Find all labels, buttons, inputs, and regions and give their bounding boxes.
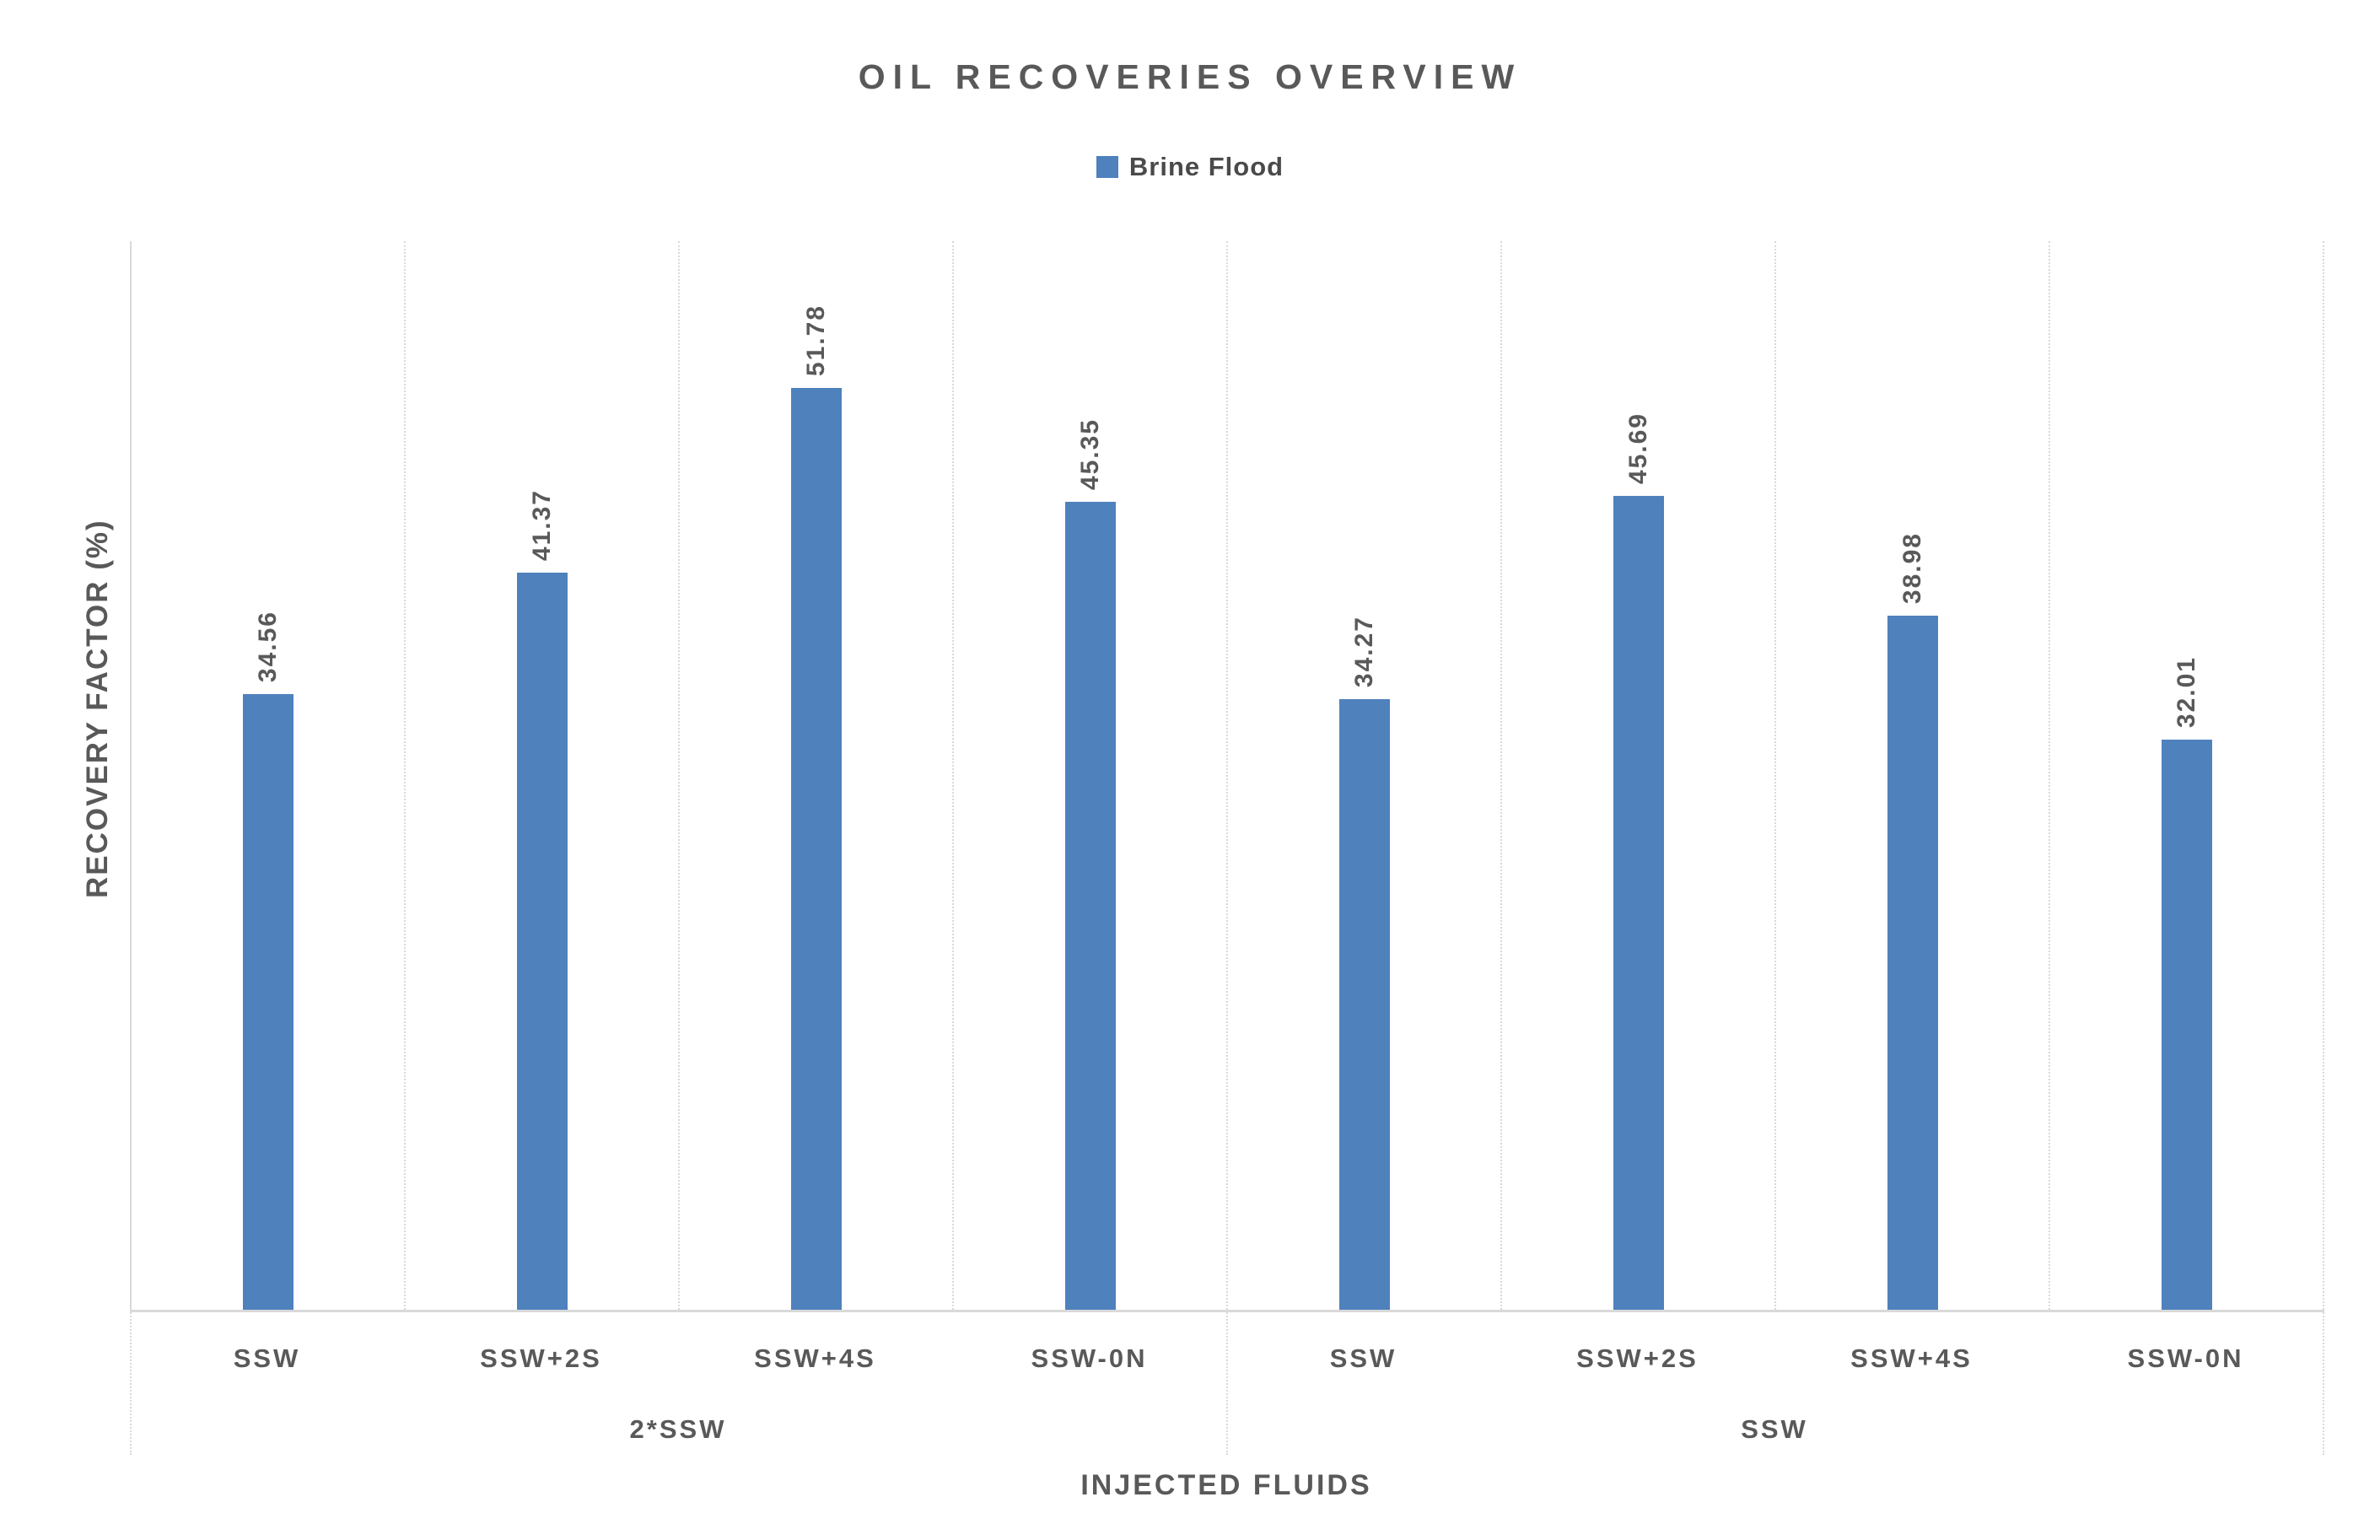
bar-value-label: 41.37 bbox=[527, 489, 556, 562]
category-label: SSW+2S bbox=[480, 1343, 602, 1373]
group-axis: 2*SSW SSW bbox=[130, 1403, 2323, 1456]
bar-value-label: 45.35 bbox=[1075, 418, 1104, 491]
category-slot: 34.27 bbox=[1228, 241, 1502, 1310]
bar-value-label: 38.98 bbox=[1898, 531, 1926, 604]
plot-area: 34.56 41.37 51.78 45.35 34.27 45.69 38.98 32.01 bbox=[130, 241, 2324, 1312]
group-tick-right bbox=[2323, 1310, 2324, 1455]
chart-title: OIL RECOVERIES OVERVIEW bbox=[858, 57, 1522, 96]
category-slot: 51.78 bbox=[680, 241, 954, 1310]
legend-label-brine-flood: Brine Flood bbox=[1128, 152, 1284, 181]
category-slot: 45.35 bbox=[954, 241, 1228, 1310]
category-slot: 38.98 bbox=[1776, 241, 2050, 1310]
bar bbox=[2161, 740, 2212, 1310]
group-label-2xssw: 2*SSW bbox=[629, 1414, 727, 1444]
category-label: SSW+2S bbox=[1576, 1343, 1699, 1373]
category-label: SSW+4S bbox=[1850, 1343, 1973, 1373]
legend-swatch-brine-flood bbox=[1096, 156, 1118, 178]
category-slot: 34.56 bbox=[132, 241, 406, 1310]
category-label: SSW+4S bbox=[754, 1343, 876, 1373]
bar bbox=[1613, 496, 1664, 1310]
bar bbox=[1064, 502, 1116, 1310]
bar bbox=[790, 387, 842, 1310]
bar-value-label: 34.27 bbox=[1349, 616, 1378, 688]
category-slot: 45.69 bbox=[1502, 241, 1776, 1310]
category-label: SSW bbox=[1329, 1343, 1397, 1373]
bar bbox=[1887, 615, 1938, 1310]
group-label-ssw: SSW bbox=[1741, 1414, 1808, 1444]
x-axis-title: INJECTED FLUIDS bbox=[1080, 1469, 1372, 1501]
bar bbox=[516, 573, 568, 1310]
bar-value-label: 51.78 bbox=[801, 304, 830, 376]
category-label: SSW-0N bbox=[1031, 1343, 1148, 1373]
category-label: SSW bbox=[233, 1343, 301, 1373]
category-axis: SSW SSW+2S SSW+4S SSW-0N SSW SSW+2S SSW+4S SSW-… bbox=[130, 1312, 2323, 1405]
category-slot: 32.01 bbox=[2050, 241, 2324, 1310]
bar bbox=[242, 694, 293, 1310]
category-label: SSW-0N bbox=[2127, 1343, 2244, 1373]
bar bbox=[1338, 699, 1390, 1310]
legend: Brine Flood bbox=[0, 152, 2380, 182]
y-axis-title: RECOVERY FACTOR (%) bbox=[81, 519, 114, 898]
bar-value-label: 32.01 bbox=[2172, 655, 2200, 729]
bar-value-label: 45.69 bbox=[1623, 412, 1652, 485]
bar-value-label: 34.56 bbox=[253, 611, 282, 683]
category-slot: 41.37 bbox=[406, 241, 680, 1310]
